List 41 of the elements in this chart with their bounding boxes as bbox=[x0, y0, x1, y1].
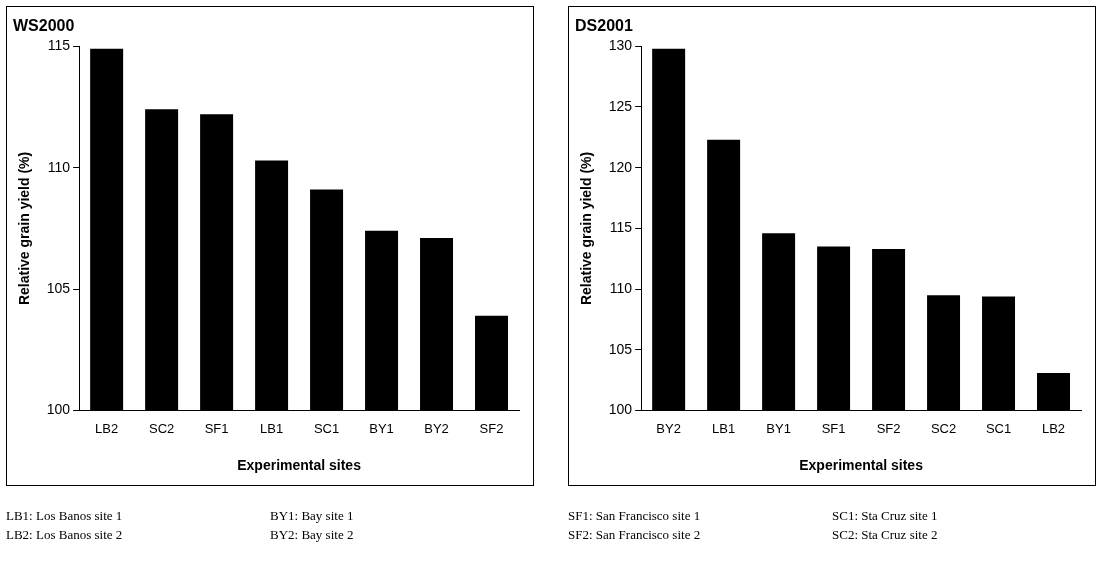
y-axis-title: Relative grain yield (%) bbox=[16, 151, 33, 306]
y-tick-label: 105 bbox=[46, 279, 71, 296]
text: LB1: Los Banos site 1 bbox=[6, 507, 124, 525]
chart-title: WS2000 bbox=[13, 17, 75, 35]
x-tick-label: BY2 bbox=[656, 420, 681, 436]
x-tick-label: SF1 bbox=[821, 420, 846, 436]
text: SF2: San Francisco site 2 bbox=[568, 526, 702, 544]
text: SF1: San Francisco site 1 bbox=[568, 507, 702, 525]
y-tick-label: 100 bbox=[608, 401, 633, 418]
x-axis-title: Experimental sites bbox=[799, 457, 924, 474]
x-tick-label: BY2 bbox=[424, 420, 449, 436]
y-tick-label: 125 bbox=[608, 97, 633, 114]
x-tick-label: SF2 bbox=[479, 420, 504, 436]
y-tick-label: 120 bbox=[608, 158, 633, 175]
x-tick-label: BY1 bbox=[766, 420, 791, 436]
text: SC1: Sta Cruz site 1 bbox=[832, 507, 939, 525]
y-tick-label: 110 bbox=[47, 158, 71, 175]
chart-title: DS2001 bbox=[575, 17, 633, 35]
y-tick-label: 110 bbox=[609, 279, 633, 296]
x-tick-label: SC2 bbox=[148, 420, 175, 436]
x-tick-label: SC2 bbox=[930, 420, 957, 436]
y-tick-label: 105 bbox=[608, 340, 633, 357]
text: BY2: Bay site 2 bbox=[270, 526, 355, 544]
y-tick-label: 100 bbox=[46, 401, 71, 418]
text: BY1: Bay site 1 bbox=[270, 507, 355, 525]
y-tick-label: 115 bbox=[47, 37, 71, 54]
y-tick-label: 115 bbox=[609, 219, 633, 236]
x-tick-label: SF1 bbox=[204, 420, 229, 436]
text: LB2: Los Banos site 2 bbox=[6, 526, 124, 544]
x-axis-title: Experimental sites bbox=[237, 457, 362, 474]
y-tick-label: 130 bbox=[608, 37, 633, 54]
y-axis-title: Relative grain yield (%) bbox=[578, 151, 595, 306]
x-tick-label: SF2 bbox=[876, 420, 901, 436]
x-tick-label: LB1 bbox=[260, 420, 284, 436]
x-tick-label: SC1 bbox=[985, 420, 1012, 436]
x-tick-label: LB2 bbox=[95, 420, 119, 436]
x-tick-label: LB1 bbox=[712, 420, 736, 436]
text: SC2: Sta Cruz site 2 bbox=[832, 526, 939, 544]
x-tick-label: LB2 bbox=[1041, 420, 1066, 436]
x-tick-label: BY1 bbox=[369, 420, 394, 436]
x-tick-label: SC1 bbox=[313, 420, 340, 436]
